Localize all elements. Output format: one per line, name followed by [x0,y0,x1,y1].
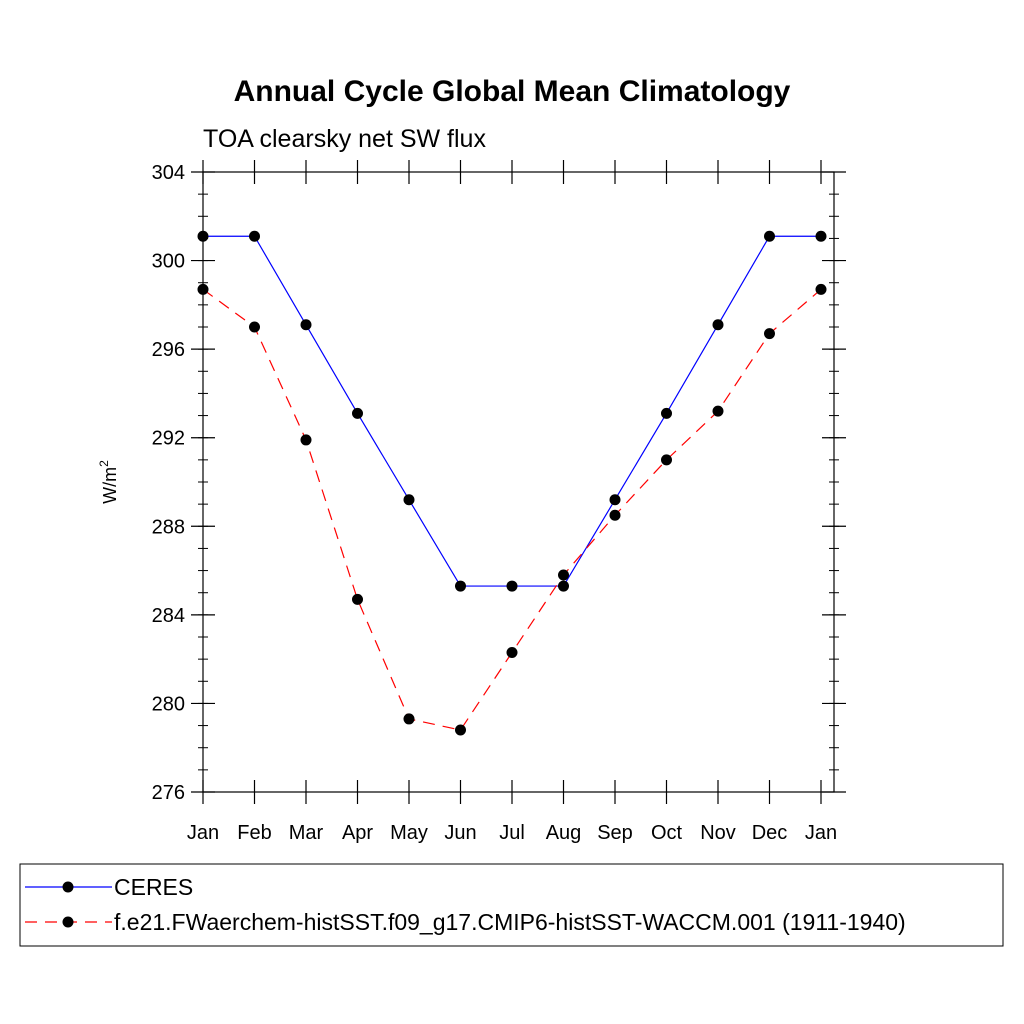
y-axis-label: W/m2 [97,460,120,504]
chart-subtitle: TOA clearsky net SW flux [203,125,486,153]
y-tick-label: 284 [152,605,185,627]
series-2 [197,283,827,736]
series-2-point [249,321,260,333]
x-tick-label: Mar [289,822,324,844]
x-tick-label: Apr [342,822,373,844]
series-1-point [197,230,209,242]
series-1-point [455,580,466,592]
y-axis-label-main: W/m [100,467,120,504]
series-2-point [712,405,724,417]
legend-marker-1 [62,881,74,893]
series-layer [197,230,827,736]
x-tick-label: Aug [546,822,582,844]
x-tick-label: Nov [700,822,736,844]
series-1-point [712,319,724,331]
x-tick-label: Dec [752,822,788,844]
series-2-point [197,283,209,295]
series-2-point [300,434,312,446]
series-2-line [202,288,822,731]
axes: 276 280 284 288 292 296 300 304 Jan Feb Mar Apr May J… [152,160,846,844]
series-2-point [815,283,827,295]
legend-marker-2 [62,916,74,928]
series-1-point [403,494,415,506]
x-tick-label: Jul [499,822,525,844]
legend-box [19,863,1004,947]
y-tick-label: 292 [152,428,185,450]
series-1-point [764,230,775,242]
series-1 [197,230,827,592]
y-tick-label: 288 [152,516,185,538]
plot-frame [202,171,835,793]
x-tick-label: Jun [444,822,476,844]
series-1-line [203,235,821,587]
y-tick-label: 276 [152,782,185,804]
series-1-point [661,407,672,419]
x-tick-label: Sep [597,822,633,844]
series-2-point [609,509,621,521]
series-1-point [506,580,518,592]
series-1-point [558,580,569,592]
y-axis-label-superscript: 2 [97,460,111,467]
legend: CERES f.e21.FWaerchem-histSST.f09_g17.CMI… [19,863,1004,947]
x-tick-label: Feb [237,822,271,844]
series-2-point [352,593,363,605]
y-tick-label: 304 [152,162,185,184]
x-tick-label: Oct [651,822,683,844]
series-2-point [764,328,775,340]
series-1-point [609,494,621,506]
series-2-point [661,454,672,466]
series-1-point [300,319,312,331]
series-2-point [455,724,466,736]
y-tick-label: 280 [152,693,185,715]
y-tick-label: 296 [152,339,185,361]
chart-title: Annual Cycle Global Mean Climatology [234,75,791,108]
series-2-point [558,569,569,581]
x-tick-label: May [390,822,428,844]
x-tick-label: Jan [187,822,219,844]
x-tick-label: Jan [805,822,837,844]
legend-label-1: CERES [114,874,193,900]
legend-label-2: f.e21.FWaerchem-histSST.f09_g17.CMIP6-hi… [114,909,906,935]
series-2-point [506,647,518,658]
series-1-point [352,407,363,419]
series-2-point [403,713,415,725]
y-tick-label: 300 [152,251,185,273]
series-1-point [815,230,827,242]
series-1-point [249,230,260,242]
